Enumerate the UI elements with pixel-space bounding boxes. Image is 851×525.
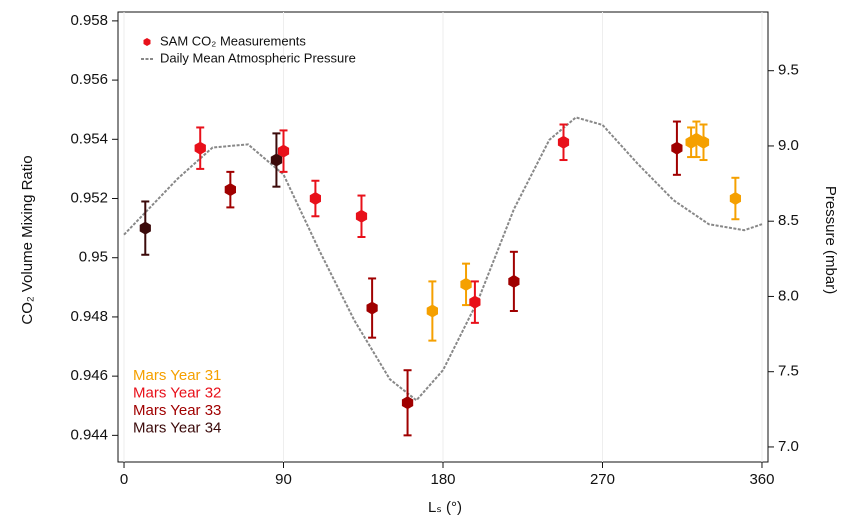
x-tick-label: 270: [590, 471, 615, 488]
y-tick-label: 0.95: [79, 249, 108, 266]
y2-tick-label: 8.5: [778, 212, 799, 229]
y2-axis-label: Pressure (mbar): [822, 186, 839, 294]
point: [355, 209, 368, 223]
y2-tick-label: 9.5: [778, 62, 799, 79]
legend-label: SAM CO₂ Measurements: [160, 33, 306, 48]
year-legend: Mars Year 34: [133, 419, 221, 436]
y2-tick-label: 8.0: [778, 287, 799, 304]
y-tick-label: 0.948: [70, 308, 108, 325]
point: [426, 304, 438, 318]
year-legend: Mars Year 32: [133, 384, 221, 401]
point: [194, 141, 206, 155]
y2-tick-label: 7.5: [778, 363, 799, 380]
x-axis-label: Lₛ (°): [428, 499, 462, 516]
y-tick-label: 0.952: [70, 189, 108, 206]
y-tick-label: 0.954: [70, 130, 108, 147]
point: [729, 192, 741, 205]
y-tick-label: 0.946: [70, 367, 108, 384]
legend-label: Daily Mean Atmospheric Pressure: [160, 50, 356, 65]
x-tick-label: 0: [120, 471, 128, 488]
y-tick-label: 0.944: [70, 426, 108, 443]
year-legend: Mars Year 31: [133, 367, 221, 384]
year-legend: Mars Year 33: [133, 402, 221, 419]
y-tick-label: 0.956: [70, 71, 108, 88]
point: [366, 301, 378, 315]
point: [697, 135, 710, 149]
point: [139, 221, 151, 235]
point: [224, 183, 236, 197]
point: [460, 277, 472, 291]
point: [401, 396, 414, 410]
point: [469, 295, 481, 309]
point: [277, 144, 290, 158]
point: [508, 274, 520, 288]
x-tick-label: 360: [749, 471, 774, 488]
y-axis-label: CO₂ Volume Mixing Ratio: [19, 155, 36, 324]
x-tick-label: 90: [275, 471, 292, 488]
y2-tick-label: 7.0: [778, 438, 799, 455]
point: [557, 135, 570, 149]
y-tick-label: 0.958: [70, 12, 108, 29]
y2-tick-label: 9.0: [778, 137, 799, 154]
point: [270, 153, 283, 167]
point: [671, 141, 683, 155]
x-tick-label: 180: [430, 471, 455, 488]
point: [309, 192, 321, 205]
legend-marker: [143, 38, 151, 46]
pressure-line: [123, 116, 763, 402]
